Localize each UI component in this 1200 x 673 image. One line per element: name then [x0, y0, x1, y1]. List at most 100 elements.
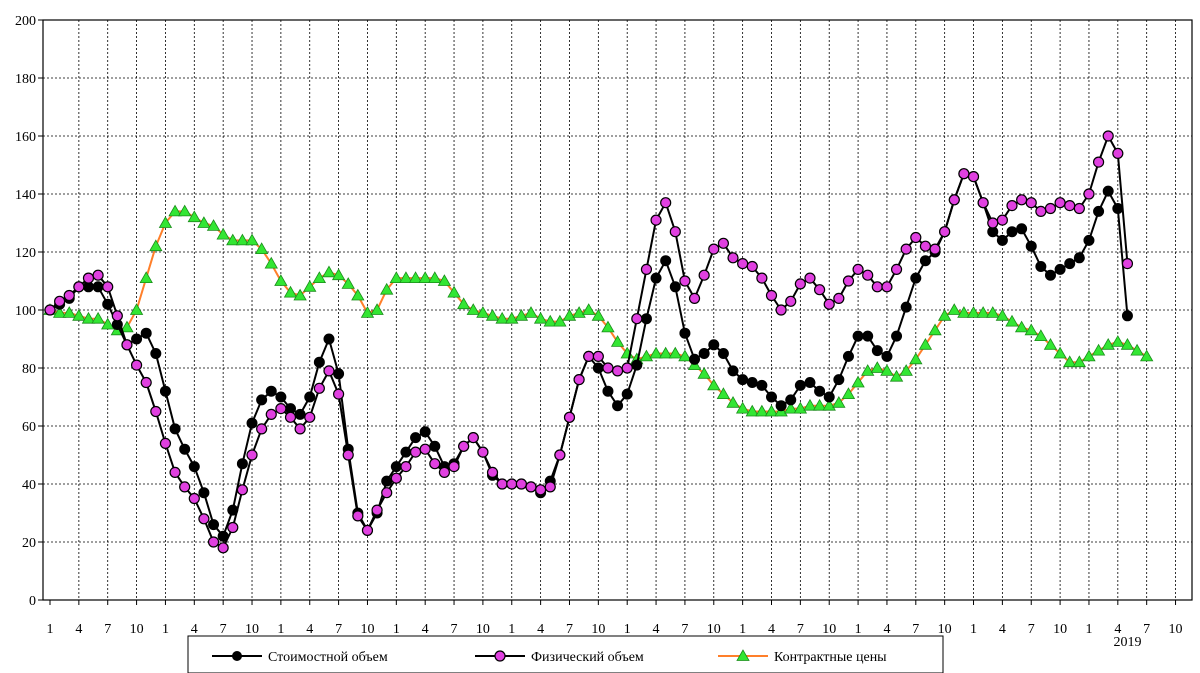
data-point: [679, 327, 691, 339]
legend-item: Физический объем: [475, 650, 644, 665]
data-point: [833, 374, 845, 386]
axes: 0 20 40 60 80 100 120 140 160 180 200 1 4 7 10 1 4 7 10 1 4 7…: [15, 14, 1183, 650]
x-tick-label: 10: [938, 622, 952, 637]
data-point: [919, 255, 931, 267]
data-point: [708, 339, 720, 351]
data-point: [737, 258, 749, 270]
data-point: [1112, 203, 1124, 214]
data-point: [246, 449, 258, 461]
data-point: [823, 298, 835, 310]
data-point: [957, 306, 971, 318]
data-point: [179, 481, 191, 493]
data-point: [496, 478, 508, 490]
data-point: [948, 194, 960, 206]
x-tick-label: 7: [566, 622, 573, 637]
data-point: [775, 400, 787, 412]
data-point: [389, 271, 404, 284]
x-tick-label: 10: [591, 622, 605, 637]
x-tick-label: 4: [306, 622, 313, 637]
data-point: [313, 356, 325, 368]
data-point: [380, 282, 394, 295]
data-point: [822, 398, 836, 411]
data-point: [862, 269, 874, 281]
data-point: [322, 265, 336, 278]
legend-swatch-marker: [736, 649, 750, 661]
data-point: [294, 408, 306, 420]
data-point: [1044, 202, 1057, 215]
data-point: [1006, 200, 1018, 212]
data-point: [370, 303, 384, 315]
data-point: [582, 303, 596, 315]
y-tick-label: 160: [15, 130, 36, 145]
data-point: [785, 394, 797, 406]
x-tick-label: 10: [360, 622, 374, 637]
data-point: [1035, 261, 1047, 272]
x-tick-label: 1: [855, 622, 862, 637]
legend: Стоимостной объем Физический объем Контрак…: [187, 635, 944, 673]
data-point: [947, 303, 961, 315]
data-point: [102, 281, 114, 293]
y-tick-label: 180: [15, 72, 36, 87]
data-point: [341, 277, 355, 289]
x-tick-label: 4: [75, 622, 82, 637]
data-point: [881, 350, 893, 362]
data-point: [304, 411, 316, 423]
data-point: [409, 446, 422, 458]
data-point: [871, 281, 883, 293]
data-point: [159, 437, 172, 449]
data-point: [1093, 205, 1105, 217]
data-point: [92, 269, 104, 281]
data-point: [342, 449, 354, 461]
data-point: [284, 411, 297, 423]
data-point: [429, 440, 441, 452]
data-point: [737, 374, 749, 386]
data-point: [198, 487, 210, 499]
data-point: [918, 337, 933, 350]
data-point: [870, 361, 885, 373]
data-point: [179, 443, 191, 455]
data-point: [102, 298, 114, 310]
data-point: [649, 346, 663, 359]
data-point: [543, 314, 557, 327]
data-point: [1091, 343, 1106, 356]
x-tick-label: 10: [707, 622, 721, 637]
data-point: [418, 271, 432, 284]
data-point: [188, 461, 200, 473]
legend-item: Контрактные цены: [718, 649, 887, 665]
data-point: [717, 348, 729, 359]
data-point: [764, 404, 779, 417]
data-point: [765, 289, 778, 302]
data-point: [602, 362, 614, 374]
data-point: [1054, 197, 1066, 209]
data-point: [256, 394, 268, 406]
data-point: [708, 243, 720, 255]
data-point: [841, 387, 856, 400]
data-point: [640, 313, 652, 325]
legend-box: [187, 635, 944, 673]
data-point: [352, 510, 364, 522]
data-point: [408, 271, 423, 284]
data-point: [428, 271, 442, 284]
data-point: [544, 481, 556, 493]
data-point: [130, 359, 143, 371]
x-tick-label: 4: [999, 622, 1006, 637]
y-tick-label: 80: [22, 362, 36, 377]
data-point: [658, 346, 673, 359]
series-line: [49, 135, 1129, 549]
data-point: [371, 504, 383, 516]
data-point: [775, 304, 787, 316]
data-point: [149, 239, 163, 252]
x-tick-label: 1: [970, 622, 977, 637]
data-point: [419, 426, 431, 438]
data-point: [120, 320, 134, 333]
data-point: [1006, 226, 1018, 238]
data-point: [842, 275, 855, 287]
data-point: [881, 281, 893, 293]
data-point: [610, 335, 625, 347]
data-point: [554, 449, 566, 461]
data-point: [756, 379, 768, 391]
x-tick-label: 7: [912, 622, 919, 637]
data-point: [381, 487, 393, 499]
data-point: [745, 404, 759, 417]
data-point: [399, 271, 413, 284]
